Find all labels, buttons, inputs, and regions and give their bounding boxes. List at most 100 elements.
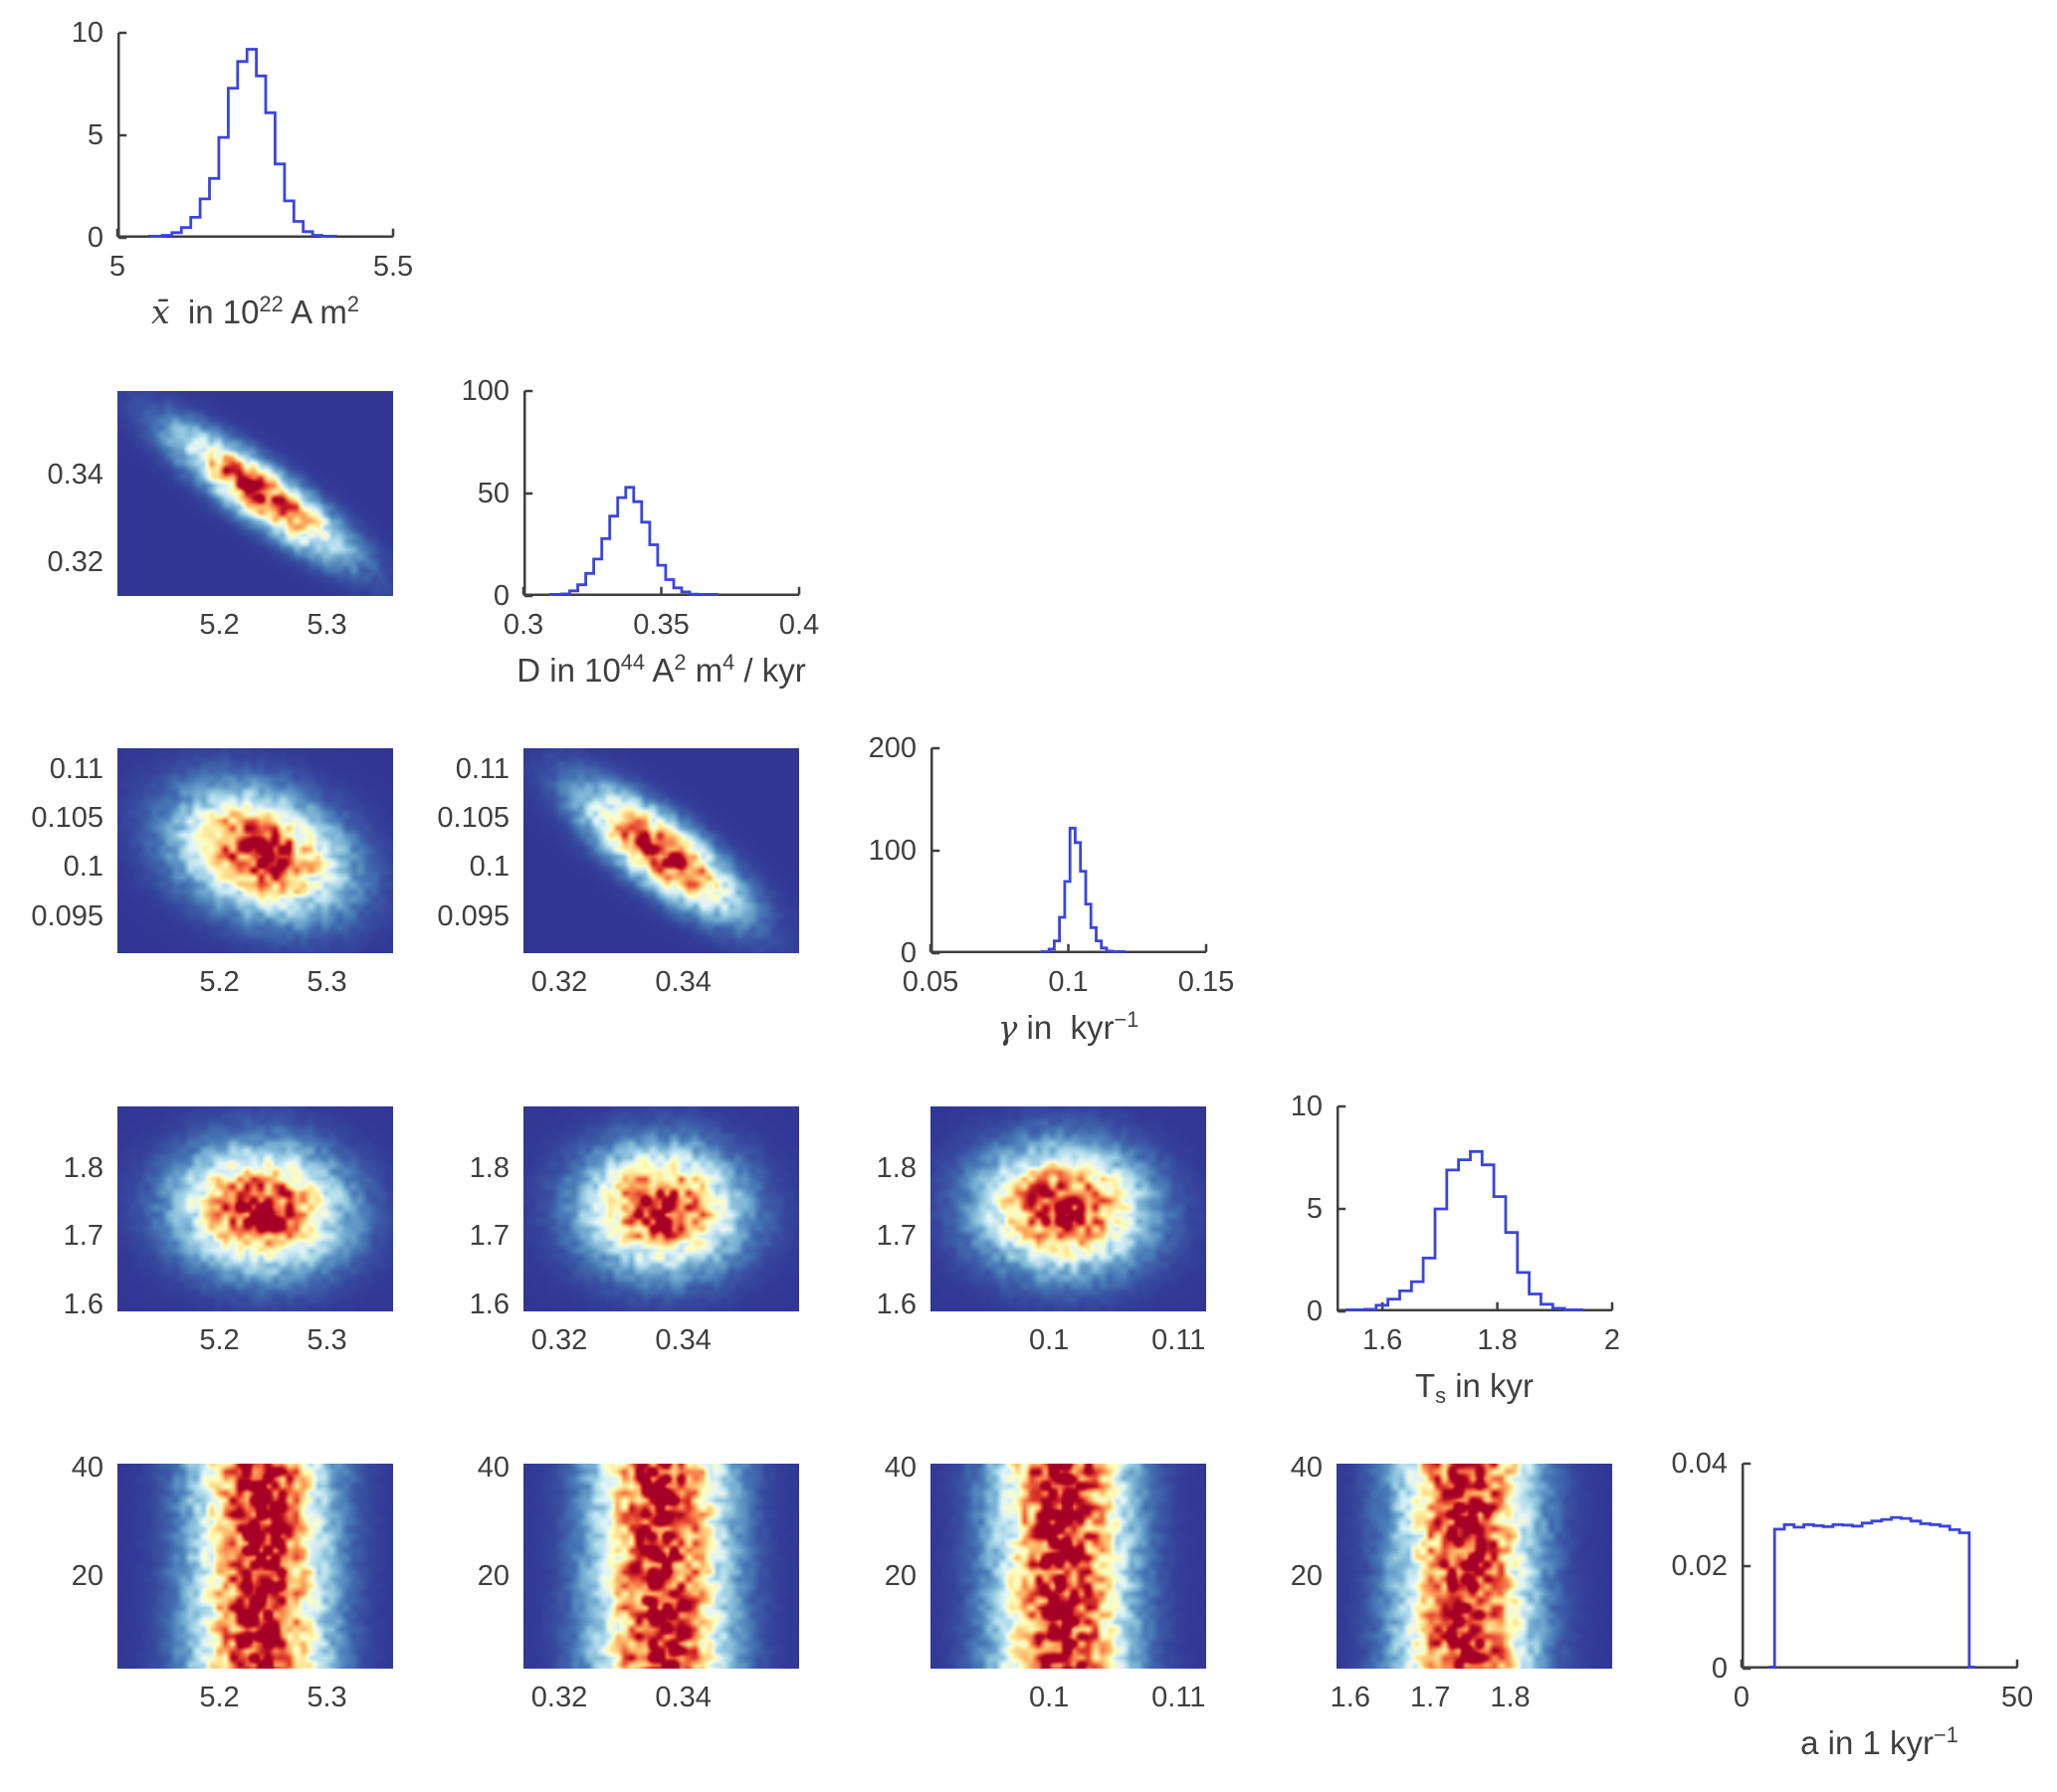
- x-tick-label: 0.35: [633, 609, 690, 641]
- label-text: / kyr: [734, 652, 806, 689]
- y-tick-label: 20: [71, 1560, 103, 1593]
- y-tick-label: 0.105: [437, 802, 510, 835]
- y-tick-label: 40: [71, 1452, 103, 1485]
- y-tick-label: 0: [493, 580, 510, 612]
- panel-heatmap-D-gamma: 0.11 0.105 0.1 0.095 0.32 0.34: [437, 748, 799, 998]
- label-superscript: 44: [620, 650, 646, 676]
- density-canvas-gamma-a: [930, 1464, 1206, 1669]
- x-tick-label: 1.8: [1490, 1682, 1531, 1713]
- x-tick-label: 0.3: [503, 609, 544, 641]
- density-canvas-gamma-Ts: [930, 1106, 1206, 1311]
- label-text: a in 1 kyr: [1800, 1724, 1935, 1761]
- y-tick-label: 0.11: [455, 752, 510, 785]
- y-tick-label: 0.1: [63, 851, 103, 884]
- x-tick-label: 5.2: [199, 1682, 240, 1713]
- hist-plot-a: [1740, 1462, 2019, 1671]
- density-canvas-xbar-a: [117, 1464, 393, 1669]
- panel-heatmap-xbar-a: 40 20 5.2 5.3: [72, 1452, 393, 1713]
- x-tick-label: 0.11: [1151, 1682, 1206, 1713]
- y-tick-label: 0: [1306, 1295, 1323, 1327]
- y-tick-label: 1.8: [63, 1151, 103, 1184]
- label-text: m: [686, 652, 723, 689]
- panel-heatmap-xbar-Ts: 1.8 1.7 1.6 5.2 5.3: [64, 1106, 393, 1356]
- x-tick-label: 0.1: [1028, 1324, 1070, 1356]
- y-tick-label: 1.6: [876, 1288, 917, 1320]
- x-axis-label-a: a in 1 kyr−1: [1800, 1722, 1958, 1766]
- y-tick-label: 20: [1290, 1560, 1323, 1593]
- density-canvas-D-gamma: [523, 748, 799, 953]
- axis-lines: [115, 31, 395, 240]
- y-tick-label: 1.6: [63, 1288, 103, 1320]
- density-canvas-D-Ts: [523, 1106, 799, 1311]
- x-tick-label: 5.3: [307, 609, 347, 641]
- panel-hist-gamma: 0 100 200 0.05 0.1 0.15 γ in kyr−1: [869, 732, 1235, 1047]
- label-text: in 10: [169, 294, 260, 330]
- x-tick-label: 0.11: [1151, 1324, 1206, 1356]
- y-tick-label: 40: [477, 1452, 510, 1485]
- x-tick-label: 5.2: [199, 1324, 240, 1356]
- panel-hist-xbar: 0 5 10 5 5.5 x̄ in 1022 A m2: [72, 17, 413, 331]
- y-tick-label: 0.095: [437, 899, 510, 932]
- hist-plot-D: [521, 389, 801, 598]
- label-superscript: −1: [1114, 1007, 1139, 1033]
- x-tick-label: 0.34: [655, 1682, 712, 1713]
- y-tick-label: 50: [477, 478, 510, 509]
- x-tick-label: 5.2: [199, 609, 240, 641]
- label-text: in kyr: [1446, 1367, 1535, 1404]
- label-superscript: 2: [346, 292, 360, 317]
- y-tick-label: 0.04: [1671, 1448, 1728, 1480]
- y-tick-label: 20: [884, 1560, 917, 1593]
- label-superscript: −1: [1934, 1722, 1958, 1748]
- label-subscript: s: [1435, 1383, 1447, 1409]
- y-tick-label: 20: [477, 1560, 510, 1593]
- y-tick-label: 100: [868, 835, 917, 867]
- label-text: A m: [283, 294, 347, 330]
- hist-plot-xbar: [115, 31, 395, 240]
- label-superscript: 4: [722, 650, 735, 676]
- x-tick-label: 50: [2000, 1682, 2034, 1713]
- y-tick-label: 1.7: [876, 1219, 917, 1252]
- y-tick-label: 0.32: [47, 546, 103, 578]
- x-tick-label: 1.6: [1361, 1324, 1403, 1356]
- y-tick-label: 10: [1290, 1091, 1323, 1122]
- x-axis-label-xbar: x̄ in 1022 A m2: [151, 292, 360, 335]
- y-tick-label: 0: [900, 937, 917, 969]
- axis-lines: [521, 389, 801, 598]
- y-tick-label: 100: [461, 375, 510, 407]
- label-superscript: 22: [259, 292, 284, 317]
- label-text: D in 10: [516, 652, 621, 689]
- y-tick-label: 5: [87, 119, 103, 151]
- histogram-line-gamma: [1040, 826, 1126, 953]
- histogram-line-Ts: [1345, 1149, 1583, 1311]
- density-canvas-xbar-D: [117, 391, 393, 596]
- density-canvas-Ts-a: [1337, 1464, 1612, 1669]
- panel-hist-Ts: 0 5 10 1.6 1.8 2 Ts in kyr: [1291, 1091, 1620, 1408]
- x-tick-label: 5: [108, 251, 126, 283]
- x-axis-label-D: D in 1044 A2 m4 / kyr: [516, 650, 806, 694]
- x-tick-label: 0.4: [778, 609, 820, 641]
- panel-heatmap-gamma-Ts: 1.8 1.7 1.6 0.1 0.11: [877, 1106, 1206, 1356]
- x-tick-label: 0.05: [902, 966, 959, 998]
- x-tick-label: 1.6: [1330, 1682, 1371, 1713]
- axis-lines: [1740, 1462, 2019, 1671]
- x-tick-label: 5.2: [199, 966, 240, 998]
- histogram-line-xbar: [147, 48, 337, 238]
- panel-heatmap-D-Ts: 1.8 1.7 1.6 0.32 0.34: [470, 1106, 799, 1356]
- x-tick-label: 1.7: [1410, 1682, 1451, 1713]
- y-tick-label: 40: [884, 1452, 917, 1485]
- x-tick-label: 0: [1733, 1682, 1750, 1713]
- x-tick-label: 0.32: [530, 966, 588, 998]
- label-text: γ: [997, 1008, 1018, 1047]
- y-tick-label: 1.7: [63, 1219, 103, 1252]
- panel-heatmap-Ts-a: 40 20 1.6 1.7 1.8: [1291, 1452, 1612, 1713]
- histogram-line-a: [1768, 1515, 1975, 1669]
- y-tick-label: 1.8: [876, 1151, 917, 1184]
- x-tick-label: 2: [1603, 1324, 1621, 1356]
- histogram-line-D: [548, 486, 719, 596]
- density-canvas-D-a: [523, 1464, 799, 1669]
- x-tick-label: 5.3: [307, 1682, 347, 1713]
- x-tick-label: 1.8: [1477, 1324, 1518, 1356]
- label-text: in kyr: [1017, 1009, 1115, 1046]
- panel-heatmap-xbar-D: 0.34 0.32 5.2 5.3: [48, 391, 393, 641]
